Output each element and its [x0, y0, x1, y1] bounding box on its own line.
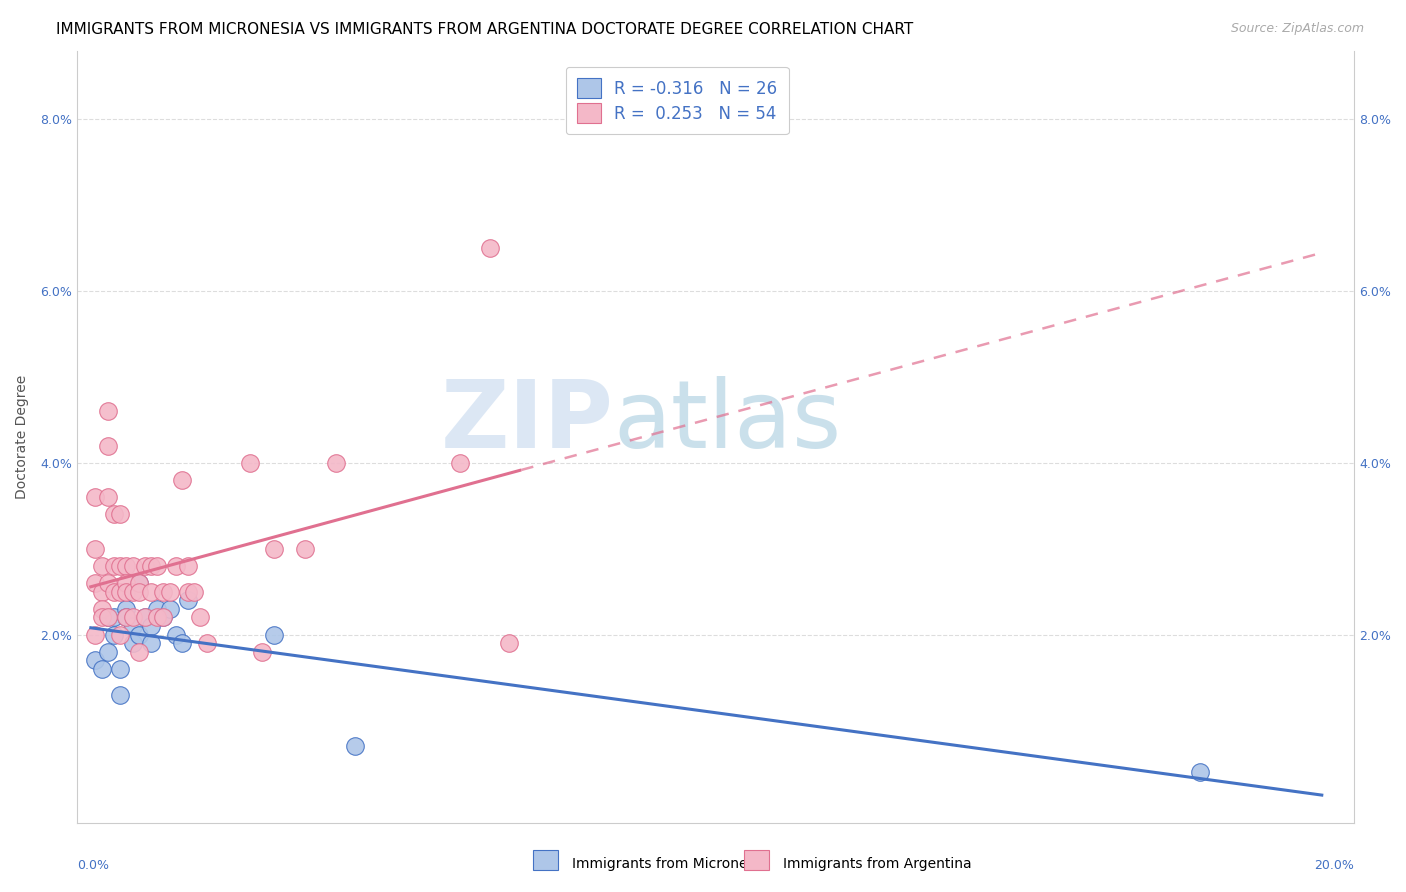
Point — [121, 619, 143, 633]
Point — [90, 558, 112, 573]
Point — [103, 558, 125, 573]
Point — [294, 541, 316, 556]
Point — [128, 584, 150, 599]
Point — [165, 558, 187, 573]
Point — [183, 584, 205, 599]
Point — [115, 610, 138, 624]
Point — [239, 456, 262, 470]
Point — [449, 456, 471, 470]
Point — [128, 576, 150, 591]
Point — [165, 627, 187, 641]
Y-axis label: Doctorate Degree: Doctorate Degree — [15, 375, 30, 500]
Point — [84, 490, 107, 504]
Text: Immigrants from Argentina: Immigrants from Argentina — [783, 857, 972, 871]
Point — [159, 584, 181, 599]
Point — [90, 662, 112, 676]
Point — [97, 490, 120, 504]
Point — [152, 610, 174, 624]
Point — [121, 636, 143, 650]
Point — [146, 610, 169, 624]
Point — [152, 610, 174, 624]
Point — [115, 558, 138, 573]
Point — [84, 653, 107, 667]
Point — [103, 584, 125, 599]
Point — [97, 576, 120, 591]
Point — [146, 602, 169, 616]
Text: IMMIGRANTS FROM MICRONESIA VS IMMIGRANTS FROM ARGENTINA DOCTORATE DEGREE CORRELA: IMMIGRANTS FROM MICRONESIA VS IMMIGRANTS… — [56, 22, 914, 37]
Point — [97, 610, 120, 624]
Point — [115, 576, 138, 591]
Point — [108, 662, 131, 676]
Point — [170, 473, 193, 487]
Point — [121, 584, 143, 599]
Text: 20.0%: 20.0% — [1315, 859, 1354, 872]
Point — [90, 610, 112, 624]
Point — [159, 602, 181, 616]
Point — [115, 602, 138, 616]
Point — [325, 456, 347, 470]
Point — [108, 688, 131, 702]
Point — [128, 627, 150, 641]
Text: 0.0%: 0.0% — [77, 859, 110, 872]
Point — [108, 584, 131, 599]
Text: Immigrants from Micronesia: Immigrants from Micronesia — [572, 857, 768, 871]
Point — [121, 610, 143, 624]
Point — [177, 558, 200, 573]
Point — [108, 627, 131, 641]
Point — [343, 739, 366, 754]
Point — [108, 508, 131, 522]
Point — [121, 558, 143, 573]
Point — [90, 584, 112, 599]
Point — [263, 627, 285, 641]
Point — [139, 584, 162, 599]
Text: ZIP: ZIP — [440, 376, 613, 467]
Point — [103, 508, 125, 522]
Point — [97, 610, 120, 624]
Point — [134, 610, 156, 624]
Point — [134, 558, 156, 573]
Point — [97, 439, 120, 453]
Point — [170, 636, 193, 650]
Point — [115, 610, 138, 624]
Point — [103, 610, 125, 624]
Point — [128, 645, 150, 659]
Point — [177, 593, 200, 607]
Point — [108, 558, 131, 573]
Point — [139, 619, 162, 633]
Point — [84, 627, 107, 641]
Point — [195, 636, 218, 650]
Legend: R = -0.316   N = 26, R =  0.253   N = 54: R = -0.316 N = 26, R = 0.253 N = 54 — [565, 67, 789, 135]
Point — [152, 584, 174, 599]
Point — [498, 636, 520, 650]
Point — [250, 645, 273, 659]
Point — [90, 602, 112, 616]
Point — [97, 404, 120, 418]
Point — [84, 576, 107, 591]
Point — [134, 610, 156, 624]
Point — [128, 576, 150, 591]
Point — [103, 627, 125, 641]
Point — [139, 558, 162, 573]
Point — [146, 558, 169, 573]
Point — [1188, 764, 1211, 779]
Point — [263, 541, 285, 556]
Point — [479, 241, 502, 255]
Point — [84, 541, 107, 556]
Text: atlas: atlas — [613, 376, 842, 467]
Point — [177, 584, 200, 599]
Point — [115, 584, 138, 599]
Point — [139, 636, 162, 650]
Point — [190, 610, 212, 624]
Text: Source: ZipAtlas.com: Source: ZipAtlas.com — [1230, 22, 1364, 36]
Point — [97, 645, 120, 659]
